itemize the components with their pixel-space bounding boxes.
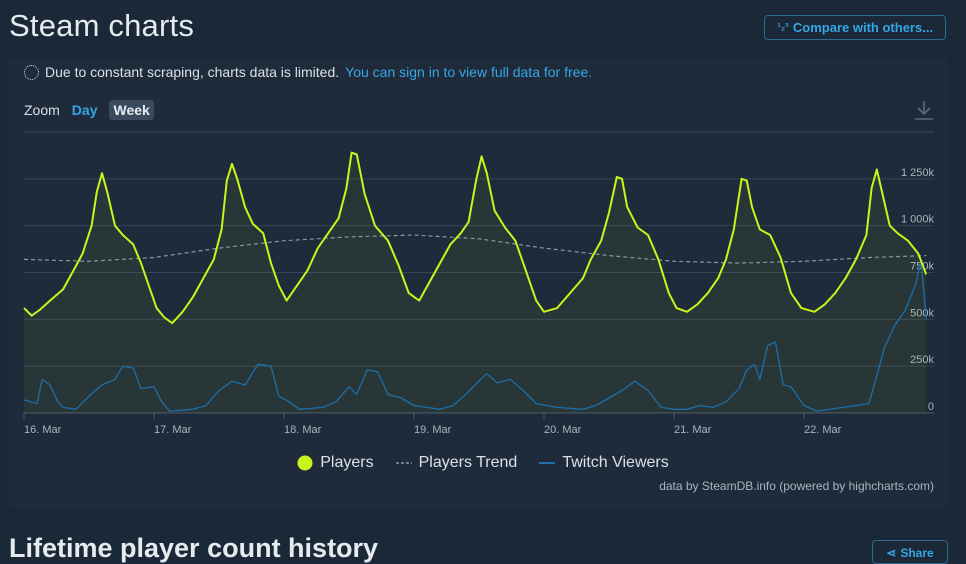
y-tick-label: 250k [910,354,934,366]
x-tick-label: 21. Mar [674,424,712,436]
share-button[interactable]: ⋖ Share [872,540,948,564]
x-tick-label: 19. Mar [414,424,452,436]
x-tick-label: 18. Mar [284,424,322,436]
players-area [24,152,927,413]
chart-panel [9,58,948,508]
x-tick-label: 20. Mar [544,424,582,436]
zoom-label: Zoom [24,102,60,118]
chart-credits: data by SteamDB.info (powered by highcha… [659,479,934,493]
compare-with-others-button[interactable]: ¹₂³ Compare with others... [764,15,946,40]
sign-in-link[interactable]: You can sign in to view full data for fr… [345,64,593,80]
page-title: Steam charts [9,8,195,43]
y-tick-label: 1 000k [901,214,935,226]
zoom-day-button[interactable]: Day [71,102,98,118]
twitch-legend-marker [539,462,556,464]
lifetime-history-title: Lifetime player count history [9,533,379,563]
share-icon: ⋖ [886,546,897,560]
chart-legend: Players Players Trend Twitch Viewers [0,454,966,472]
scraping-notice: Due to constant scraping, charts data is… [24,64,592,80]
players-legend-marker [297,455,313,471]
players-line [23,151,928,325]
twitch-viewers-line [23,258,927,412]
y-tick-label: 500k [910,307,934,319]
zoom-week-button[interactable]: Week [109,100,154,120]
zoom-controls: Zoom Day Week [24,100,154,120]
trend-legend-marker [395,462,412,464]
download-icon[interactable] [912,98,936,122]
legend-players-label: Players [320,454,374,471]
x-tick-label: 17. Mar [154,424,192,436]
compare-icon: ¹₂³ [777,22,789,33]
legend-twitch-label: Twitch Viewers [562,454,669,471]
share-label: Share [900,546,934,560]
x-tick-label: 22. Mar [804,424,842,436]
y-tick-label: 0 [928,401,934,413]
players-trend-line [23,234,927,264]
x-tick-label: 16. Mar [24,424,62,436]
legend-trend-label: Players Trend [418,454,518,471]
legend-twitch-viewers[interactable]: Twitch Viewers [539,454,669,472]
loading-icon [24,64,39,80]
y-tick-label: 1 250k [901,167,935,179]
compare-label: Compare with others... [792,20,934,35]
legend-players-trend[interactable]: Players Trend [395,454,518,472]
notice-text: Due to constant scraping, charts data is… [45,64,340,80]
legend-players[interactable]: Players [297,454,374,472]
